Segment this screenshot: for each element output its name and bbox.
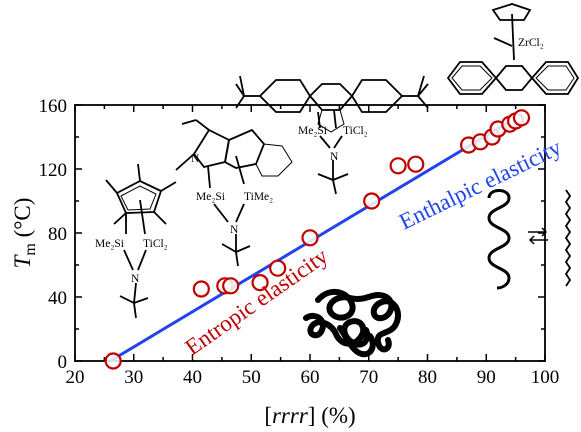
fluorenyl-ticl2-structure [235,75,429,195]
cp-fluorenyl-zrcl2-structure [446,3,580,95]
data-points [104,109,531,370]
y-tick-label: 160 [39,96,68,117]
me2si-label-1: Me₂Si [95,238,124,250]
x-tick-label: 90 [477,367,496,388]
n-label-3: N [330,151,339,163]
y-tick-label: 120 [39,160,68,181]
axis-ticks [74,104,546,362]
zrcl2-label-4: ZrCl₂ [518,37,544,49]
random-coil-icon [303,288,402,358]
x-tick-label: 40 [183,367,202,388]
x-tick-label: 30 [124,367,143,388]
data-point [301,229,319,247]
entropic-elasticity-label: Entropic elasticity [181,243,333,360]
data-point [104,352,122,370]
x-tick-label: 50 [242,367,261,388]
y-tick-labels: 0 40 80 120 160 [39,96,68,373]
data-point [222,277,240,295]
y-axis-title: Tm (°C) [10,198,39,269]
n-label-1: N [131,273,140,285]
data-point [192,280,210,298]
data-point [269,259,287,277]
cpstar-ticl2-structure [105,163,177,319]
data-point [363,192,381,210]
y-tick-label: 40 [48,288,67,309]
x-axis-title: [rrrr] (%) [264,403,355,428]
x-tick-label: 60 [301,367,320,388]
me2si-label-2: Me₂Si [196,191,225,203]
y-tick-label: 80 [48,224,67,245]
data-point [389,157,407,175]
x-tick-label: 80 [418,367,437,388]
helix-spring-icon [487,189,511,290]
n-label-2: N [230,224,239,236]
n-pyrrole-label: N [191,153,200,165]
ticl2-label-3: TiCl₂ [343,125,368,137]
me2si-label-3: Me₂Si [298,125,327,137]
data-point [407,155,425,173]
equilibrium-arrows-icon [528,227,548,245]
data-point [512,109,531,127]
x-tick-label: 100 [531,367,560,388]
extended-chain-icon [564,189,572,287]
ticl2-label-1: TiCl₂ [143,238,168,250]
time2-label-2: TiMe₂ [244,191,273,203]
x-tick-label: 70 [359,367,378,388]
indenyl-time2-structure [175,119,293,267]
x-tick-labels: 20 30 40 50 60 70 80 90 100 [66,367,560,388]
x-tick-label: 20 [66,367,85,388]
data-point [251,274,269,292]
y-tick-label: 0 [58,352,68,373]
